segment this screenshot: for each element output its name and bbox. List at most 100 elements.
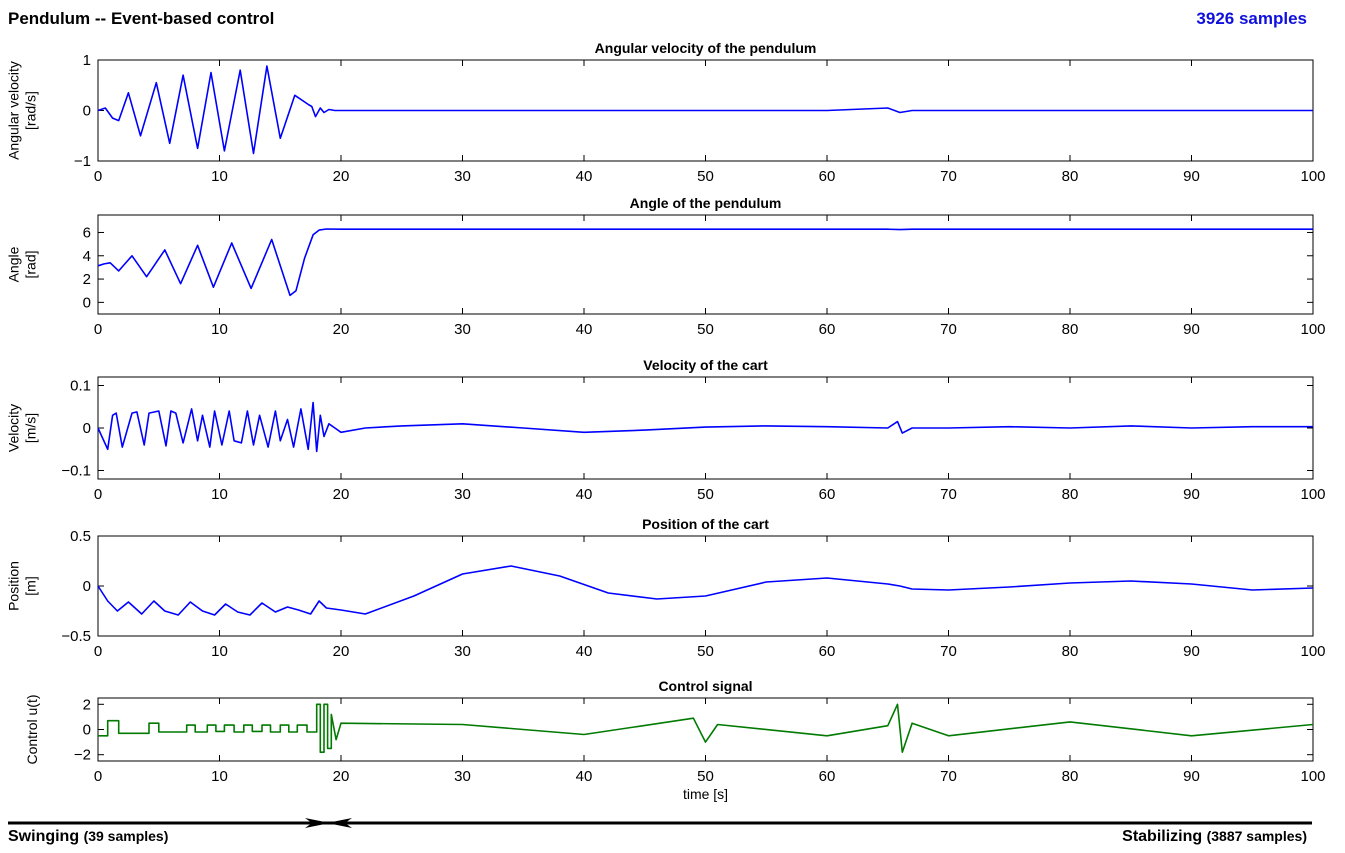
x-tick-label: 60: [819, 768, 836, 785]
series-line: [97, 65, 1313, 155]
x-tick-label: 70: [940, 643, 957, 660]
x-tick-label: 80: [1062, 643, 1079, 660]
y-axis-label: [rad]: [23, 250, 39, 278]
x-tick-label: 10: [211, 643, 228, 660]
x-tick-label: 90: [1183, 486, 1200, 503]
y-tick-label: −2: [74, 747, 91, 764]
phase-swinging-label: Swinging: [8, 828, 80, 845]
x-tick-label: 20: [333, 768, 350, 785]
x-tick-label: 50: [697, 643, 714, 660]
phase-timeline: [8, 818, 1312, 828]
x-tick-label: 10: [211, 768, 228, 785]
y-tick-label: 0: [83, 420, 91, 437]
y-axis-label: Angle: [6, 246, 22, 282]
phase-stabilizing: Stabilizing (3887 samples): [1122, 828, 1307, 846]
x-tick-label: 40: [576, 486, 593, 503]
y-axis-label: [rad/s]: [23, 91, 39, 130]
y-axis-label: [m]: [23, 576, 39, 595]
panel-title: Position of the cart: [642, 516, 769, 532]
phase-swinging: Swinging (39 samples): [8, 828, 168, 846]
x-tick-label: 20: [333, 486, 350, 503]
x-tick-label: 100: [1300, 643, 1325, 660]
x-tick-label: 10: [211, 321, 228, 338]
x-tick-label: 60: [819, 486, 836, 503]
panel-title: Velocity of the cart: [643, 357, 768, 373]
x-tick-label: 30: [454, 168, 471, 185]
x-tick-label: 80: [1062, 168, 1079, 185]
phase-swinging-count: (39 samples): [83, 828, 169, 844]
arrow-left-icon: [327, 818, 352, 828]
plot-frame: [97, 535, 1314, 637]
series-line: [97, 401, 1313, 453]
phase-stabilizing-label: Stabilizing: [1122, 828, 1203, 845]
y-tick-label: 0: [83, 578, 91, 595]
phase-stabilizing-count: (3887 samples): [1206, 828, 1307, 844]
x-tick-label: 70: [940, 321, 957, 338]
y-tick-label: 0.1: [70, 378, 91, 395]
x-tick-label: 10: [211, 168, 228, 185]
x-tick-label: 40: [576, 168, 593, 185]
plot-frame: [97, 376, 1314, 480]
x-tick-label: 40: [576, 321, 593, 338]
figure-title: Pendulum -- Event-based control: [8, 9, 275, 28]
panel-3: Velocity of the cart 0 10 20 30 40 50 60 70 80 90 1…: [6, 357, 1326, 503]
y-tick-label: −0.1: [61, 463, 91, 480]
y-tick-label: 6: [83, 224, 91, 241]
y-axis-label: [m/s]: [23, 413, 39, 443]
y-axis-label: Velocity: [6, 404, 22, 452]
x-tick-label: 0: [94, 168, 102, 185]
x-tick-label: 40: [576, 643, 593, 660]
y-tick-label: −0.5: [61, 628, 91, 645]
panel-title: Angle of the pendulum: [630, 195, 782, 211]
x-tick-label: 90: [1183, 168, 1200, 185]
y-tick-label: 0: [83, 103, 91, 120]
x-tick-label: 90: [1183, 768, 1200, 785]
y-tick-label: 0: [83, 294, 91, 311]
y-tick-label: 4: [83, 248, 91, 265]
y-axis-label: Angular velocity: [6, 61, 22, 160]
x-axis-label: time [s]: [683, 786, 728, 802]
x-tick-label: 0: [94, 486, 102, 503]
x-tick-label: 70: [940, 486, 957, 503]
x-tick-label: 90: [1183, 321, 1200, 338]
x-tick-label: 80: [1062, 321, 1079, 338]
y-tick-label: 0.5: [70, 528, 91, 545]
y-axis-label: Control u(t): [24, 694, 40, 764]
series-line: [97, 565, 1314, 616]
x-tick-label: 60: [819, 168, 836, 185]
x-tick-label: 70: [940, 768, 957, 785]
y-tick-label: 2: [83, 696, 91, 713]
x-tick-label: 50: [697, 768, 714, 785]
x-tick-label: 60: [819, 321, 836, 338]
panel-4: Position of the cart 0 10 20 30 40 50 60 70 80 90 1…: [6, 516, 1326, 660]
x-tick-label: 100: [1300, 168, 1325, 185]
y-tick-label: 1: [83, 52, 91, 69]
y-tick-label: 2: [83, 271, 91, 288]
panel-title: Control signal: [658, 678, 752, 694]
x-tick-label: 90: [1183, 643, 1200, 660]
x-tick-label: 20: [333, 643, 350, 660]
x-tick-label: 30: [454, 643, 471, 660]
x-tick-label: 100: [1300, 321, 1325, 338]
panel-title: Angular velocity of the pendulum: [595, 40, 817, 56]
x-tick-label: 70: [940, 168, 957, 185]
x-tick-label: 80: [1062, 486, 1079, 503]
x-tick-label: 30: [454, 486, 471, 503]
x-tick-label: 100: [1300, 486, 1325, 503]
x-tick-label: 0: [94, 768, 102, 785]
x-tick-label: 50: [697, 486, 714, 503]
x-tick-label: 50: [697, 168, 714, 185]
x-tick-label: 10: [211, 486, 228, 503]
x-tick-label: 0: [94, 643, 102, 660]
x-tick-label: 80: [1062, 768, 1079, 785]
y-axis-label: Position: [6, 561, 22, 611]
x-tick-label: 50: [697, 321, 714, 338]
x-tick-label: 60: [819, 643, 836, 660]
series-line: [97, 228, 1313, 297]
y-tick-label: −1: [74, 153, 91, 170]
x-tick-label: 30: [454, 768, 471, 785]
